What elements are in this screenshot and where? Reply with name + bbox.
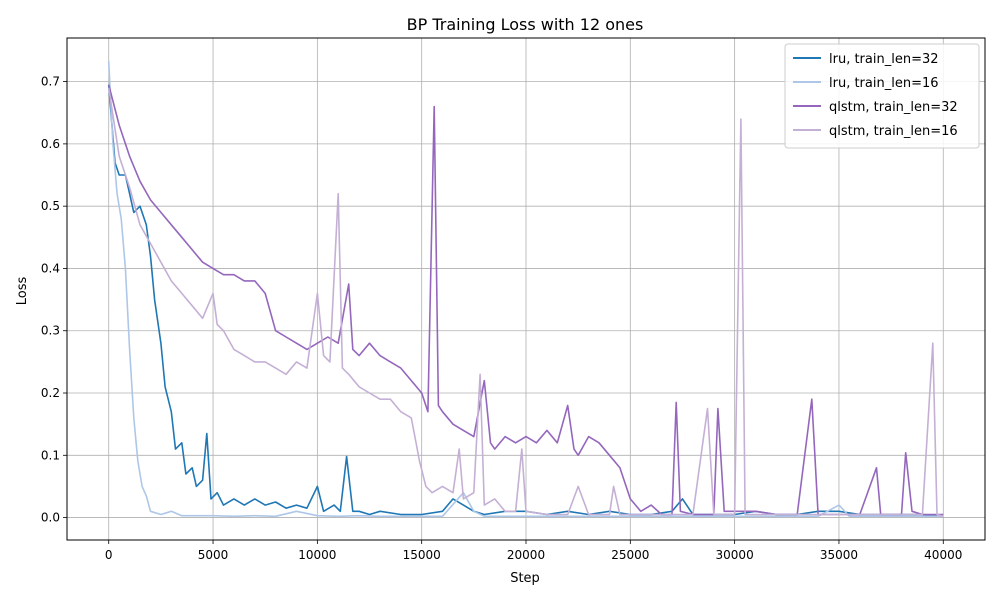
legend-label: lru, train_len=16: [829, 76, 939, 91]
legend-label: qlstm, train_len=32: [829, 100, 958, 115]
chart-title: BP Training Loss with 12 ones: [407, 15, 644, 34]
y-axis-label: Loss: [15, 277, 30, 306]
x-axis-ticks: 0 5000 10000 15000 20000 25000 30000 35000 40000: [105, 540, 962, 562]
series-line-1: [107, 60, 944, 518]
series-line-3: [107, 87, 944, 518]
series-lines: [107, 60, 944, 518]
legend-label: qlstm, train_len=16: [829, 124, 958, 139]
y-tick-label: 0.2: [41, 386, 60, 400]
legend: lru, train_len=32 lru, train_len=16 qlstm,…: [784, 43, 980, 149]
legend-label: lru, train_len=32: [829, 52, 939, 67]
y-tick-label: 0.3: [41, 324, 60, 338]
x-axis-label: Step: [510, 571, 540, 586]
legend-box: [784, 43, 980, 149]
x-tick-label: 5000: [198, 548, 229, 562]
x-tick-label: 20000: [507, 548, 545, 562]
y-tick-label: 0.0: [41, 511, 60, 525]
y-tick-label: 0.1: [41, 448, 60, 462]
y-tick-label: 0.5: [41, 199, 60, 213]
y-tick-label: 0.7: [41, 75, 60, 89]
x-tick-label: 30000: [716, 548, 754, 562]
x-tick-label: 40000: [924, 548, 962, 562]
y-tick-label: 0.4: [41, 261, 60, 275]
x-tick-label: 0: [105, 548, 113, 562]
y-tick-label: 0.6: [41, 137, 60, 151]
y-axis-ticks: 0.0 0.1 0.2 0.3 0.4 0.5 0.6 0.7: [41, 75, 67, 525]
x-tick-label: 35000: [820, 548, 858, 562]
grid: [67, 38, 985, 540]
x-tick-label: 25000: [611, 548, 649, 562]
x-tick-label: 15000: [403, 548, 441, 562]
series-line-2: [107, 84, 944, 516]
x-tick-label: 10000: [298, 548, 336, 562]
